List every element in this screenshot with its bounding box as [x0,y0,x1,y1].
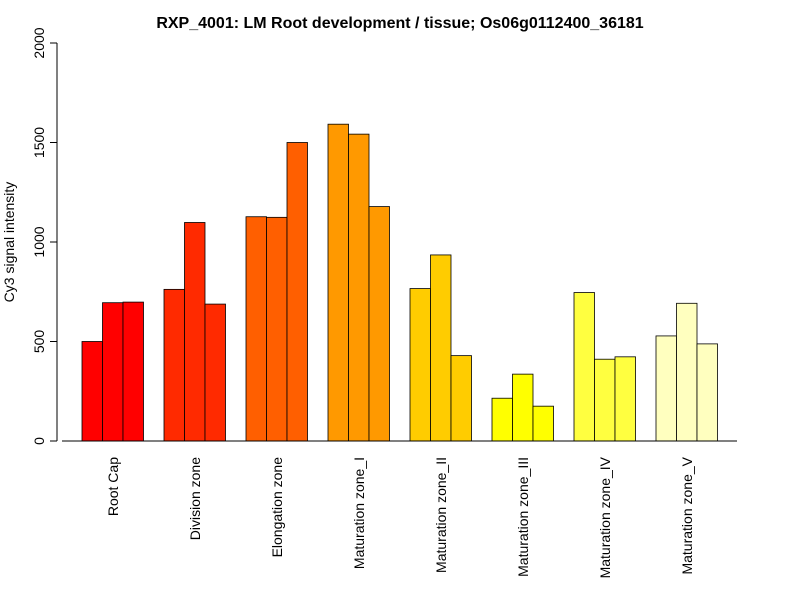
bar [184,222,206,442]
bar [81,341,103,442]
x-tick-label: Elongation zone [269,457,285,558]
bar [204,303,226,442]
x-axis-labels: Root Cap Division zone Elongation zone Matu… [105,456,695,578]
bar [430,254,452,442]
bar [102,302,124,442]
chart-title: RXP_4001: LM Root development / tissue; … [156,15,643,32]
bar [491,397,513,442]
bar [286,142,308,442]
y-tick-label: 0 [31,437,47,445]
bar [676,302,698,442]
y-tick-label: 500 [31,330,47,354]
bar [245,216,267,442]
y-axis: 0 500 1000 1500 2000 [31,27,58,445]
bar [573,292,595,442]
x-tick-label: Maturation zone_IV [597,456,613,578]
bar [409,288,431,442]
bar [348,133,370,442]
x-tick-label: Maturation zone_III [515,457,531,577]
bar [450,355,472,442]
bar [594,358,616,442]
x-tick-label: Maturation zone_II [433,457,449,573]
x-tick-label: Division zone [187,457,203,540]
bar [266,216,288,442]
bar [614,356,636,442]
x-tick-label: Maturation zone_V [679,456,695,574]
x-tick-label: Maturation zone_I [351,457,367,569]
bar [532,405,554,442]
y-axis-label: Cy3 signal intensity [1,182,17,303]
bar [368,206,390,442]
bar [327,123,349,442]
bar [122,301,144,442]
bar [655,335,677,442]
bar [512,373,534,442]
bar [163,288,185,442]
x-tick-label: Root Cap [105,457,121,516]
y-tick-label: 1500 [31,127,47,158]
bar [696,343,718,442]
bars-group [81,123,718,442]
y-tick-label: 2000 [31,27,47,58]
y-tick-label: 1000 [31,226,47,257]
